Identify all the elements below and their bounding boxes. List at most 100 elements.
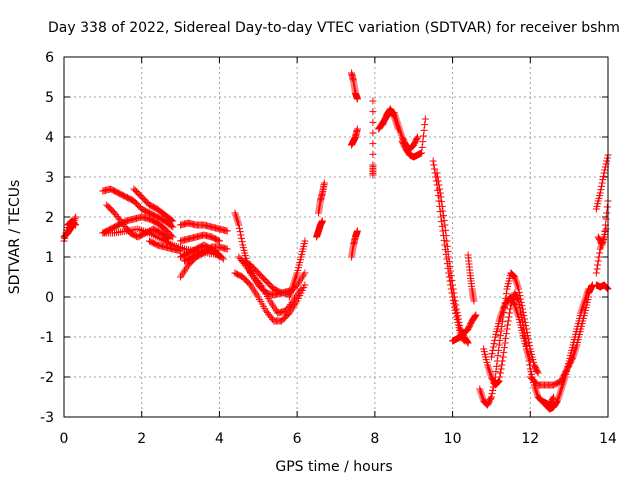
data-point	[593, 265, 601, 273]
data-point	[381, 114, 389, 122]
data-point	[394, 125, 402, 133]
series-arc-ao	[594, 225, 610, 249]
y-axis-label: SDTVAR / TECUs	[7, 180, 23, 295]
data-point	[353, 125, 361, 133]
data-point	[495, 341, 503, 349]
series-arc-w	[348, 227, 361, 261]
data-point	[435, 181, 443, 189]
data-point	[598, 182, 606, 190]
data-point	[496, 369, 504, 377]
data-point	[237, 231, 245, 239]
data-point	[464, 339, 472, 347]
data-point	[380, 118, 388, 126]
data-point	[603, 203, 611, 211]
data-point	[223, 227, 231, 235]
data-point	[449, 285, 457, 293]
data-point	[369, 150, 377, 158]
data-point	[369, 129, 377, 137]
data-point	[430, 161, 438, 169]
data-point	[381, 116, 389, 124]
data-point	[379, 119, 387, 127]
data-point	[168, 216, 176, 224]
data-point	[448, 276, 456, 284]
data-point	[592, 269, 600, 277]
data-point	[499, 353, 507, 361]
data-point	[442, 232, 450, 240]
series-arc-o	[231, 269, 309, 325]
data-point	[437, 193, 445, 201]
data-point	[235, 221, 243, 229]
data-point	[369, 108, 377, 116]
data-point	[498, 361, 506, 369]
data-point	[502, 290, 510, 298]
y-tick-label: -2	[40, 370, 54, 386]
data-point	[218, 254, 226, 262]
series-arc-ac	[433, 169, 472, 347]
data-point	[169, 233, 177, 241]
data-point	[495, 377, 503, 385]
data-point	[472, 311, 480, 319]
data-point	[494, 378, 502, 386]
data-point	[449, 281, 457, 289]
data-point	[595, 253, 603, 261]
chart-title: Day 338 of 2022, Sidereal Day-to-day VTE…	[48, 20, 620, 36]
data-point	[297, 285, 305, 293]
data-point	[515, 285, 523, 293]
data-point	[452, 301, 460, 309]
data-point	[601, 166, 609, 174]
data-point	[603, 157, 611, 165]
data-point	[369, 118, 377, 126]
data-point	[496, 373, 504, 381]
x-tick-label: 4	[215, 431, 224, 447]
data-point	[599, 176, 607, 184]
data-point	[421, 115, 429, 123]
series-arc-p	[235, 253, 305, 317]
x-axis-label: GPS time / hours	[275, 459, 392, 475]
data-point	[602, 160, 610, 168]
data-point	[434, 173, 442, 181]
data-point	[369, 171, 377, 179]
data-point	[526, 357, 534, 365]
y-tick-label: 6	[45, 50, 54, 66]
data-point	[600, 169, 608, 177]
data-point	[456, 322, 464, 330]
series-arc-a	[60, 213, 80, 241]
data-point	[598, 179, 606, 187]
data-point	[487, 393, 495, 401]
data-point	[594, 261, 602, 269]
data-point	[454, 312, 462, 320]
data-point	[390, 112, 398, 120]
data-point	[502, 334, 510, 342]
series-arc-ah	[487, 293, 534, 365]
series-arc-t	[315, 179, 328, 217]
data-point	[603, 284, 611, 292]
data-point	[488, 350, 496, 358]
series-arc-h	[130, 185, 177, 225]
x-tick-label: 8	[370, 431, 379, 447]
data-point	[501, 339, 509, 347]
data-point	[506, 309, 514, 317]
series-arc-v	[348, 125, 361, 149]
data-point	[549, 394, 557, 402]
data-point	[71, 220, 79, 228]
data-point	[420, 126, 428, 134]
data-point	[237, 234, 245, 242]
data-point	[504, 321, 512, 329]
data-point	[169, 223, 177, 231]
data-point	[430, 165, 438, 173]
data-point	[510, 300, 518, 308]
data-point	[495, 378, 503, 386]
series-arc-z	[379, 105, 402, 133]
data-point	[421, 121, 429, 129]
data-point	[414, 133, 422, 141]
data-point	[72, 221, 80, 229]
data-point	[463, 338, 471, 346]
series-arc-ad	[449, 311, 480, 345]
series-arc-al	[592, 151, 612, 213]
data-point	[236, 228, 244, 236]
data-point	[441, 226, 449, 234]
data-point	[490, 340, 498, 348]
plot-frame	[63, 56, 609, 418]
x-tick-label: 2	[137, 431, 146, 447]
data-point	[455, 318, 463, 326]
